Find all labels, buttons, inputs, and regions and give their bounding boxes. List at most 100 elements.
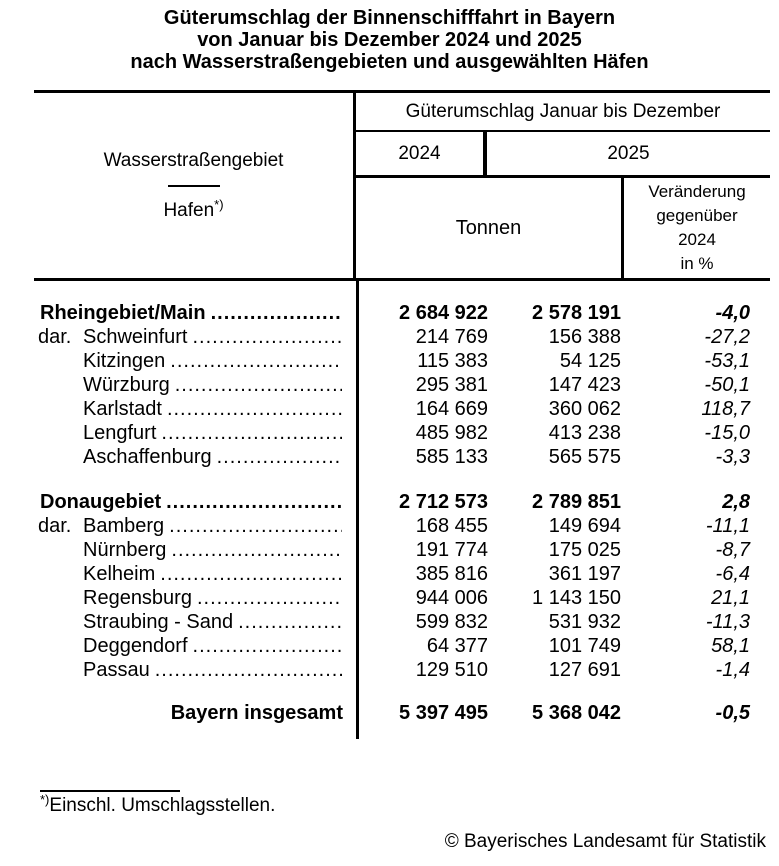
header-span-title: Güterumschlag Januar bis Dezember (356, 93, 770, 132)
leader-dots (193, 325, 343, 349)
value-2025: 5 368 042 (532, 702, 621, 724)
footnote-text: *)Einschl. Umschlagsstellen. (40, 792, 276, 816)
value-2025: 156 388 (548, 326, 621, 348)
table-row-kelheim: Kelheim 385 816 361 197 -6,4 (34, 562, 770, 586)
value-change: -6,4 (715, 563, 750, 585)
header-data-cells: Güterumschlag Januar bis Dezember 2024 2… (356, 93, 770, 278)
value-change: -0,5 (715, 702, 750, 724)
leader-dots (169, 514, 342, 538)
value-2024: 385 816 (415, 563, 488, 585)
leader-dots (193, 634, 342, 658)
table-row-nuernberg: Nürnberg 191 774 175 025 -8,7 (34, 538, 770, 562)
value-change: -11,1 (705, 515, 750, 537)
row-label: Regensburg (83, 587, 192, 609)
leader-dots (170, 349, 342, 373)
footnote-marker: *) (214, 196, 224, 212)
row-label: Aschaffenburg (83, 446, 212, 468)
leader-dots (167, 397, 342, 421)
table-row-rheingebiet-main: Rheingebiet/Main 2 684 922 2 578 191 -4,… (34, 301, 770, 325)
value-change: -27,2 (704, 326, 750, 348)
value-change: -4,0 (715, 302, 750, 324)
header-area-label: Wasserstraßengebiet (103, 149, 284, 171)
table-row-karlstadt: Karlstadt 164 669 360 062 118,7 (34, 397, 770, 421)
leader-dots (155, 658, 342, 682)
footnote: *)Einschl. Umschlagsstellen. (40, 790, 779, 817)
row-label: Donaugebiet (40, 491, 162, 513)
value-2024: 295 381 (415, 374, 488, 396)
value-change: -3,3 (715, 446, 750, 468)
row-label: Passau (83, 659, 150, 681)
value-change: 21,1 (711, 587, 750, 609)
row-label: Schweinfurt (83, 326, 188, 348)
table-body: Rheingebiet/Main 2 684 922 2 578 191 -4,… (34, 281, 770, 739)
value-2024: 191 774 (415, 539, 488, 561)
value-2025: 2 789 851 (532, 491, 621, 513)
value-2024: 214 769 (415, 326, 488, 348)
value-change: -15,0 (704, 422, 750, 444)
title-line-1: Güterumschlag der Binnenschifffahrt in B… (163, 7, 616, 29)
value-change: 58,1 (711, 635, 750, 657)
table-row-regensburg: Regensburg 944 006 1 143 150 21,1 (34, 586, 770, 610)
value-change: 2,8 (722, 491, 750, 513)
value-2025: 2 578 191 (532, 302, 621, 324)
row-label: Kitzingen (83, 350, 166, 372)
value-2025: 149 694 (548, 515, 621, 537)
header-unit-row: Tonnen Veränderung gegenüber 2024 in % (356, 178, 770, 278)
value-2024: 168 455 (415, 515, 488, 537)
value-2025: 360 062 (548, 398, 621, 420)
copyright-notice: © Bayerisches Landesamt für Statistik (444, 831, 766, 852)
leader-dots (197, 586, 342, 610)
value-2025: 361 197 (548, 563, 621, 585)
leader-dots (175, 373, 342, 397)
value-2025: 54 125 (559, 350, 621, 372)
table-row-bamberg: dar. Bamberg 168 455 149 694 -11,1 (34, 514, 770, 538)
table-row-straubing-sand: Straubing - Sand 599 832 531 932 -11,3 (34, 610, 770, 634)
value-2024: 129 510 (415, 659, 488, 681)
leader-dots (171, 538, 342, 562)
value-2024: 585 133 (415, 446, 488, 468)
value-2024: 2 684 922 (399, 302, 488, 324)
row-label: Bayern insgesamt (170, 702, 343, 724)
value-change: -1,4 (715, 659, 750, 681)
value-2024: 115 383 (417, 350, 488, 372)
page-title: Güterumschlag der Binnenschifffahrt in B… (0, 0, 779, 73)
row-label: Karlstadt (83, 398, 162, 420)
value-change: 118,7 (701, 398, 750, 420)
table-header: Wasserstraßengebiet Hafen*) Güterumschla… (34, 90, 770, 281)
value-change: -11,3 (705, 611, 750, 633)
row-label: Würzburg (83, 374, 170, 396)
header-year-2025: 2025 (607, 142, 650, 164)
row-label: Nürnberg (83, 539, 167, 561)
table-row-passau: Passau 129 510 127 691 -1,4 (34, 658, 770, 682)
table-row-deggendorf: Deggendorf 64 377 101 749 58,1 (34, 634, 770, 658)
value-2025: 413 238 (548, 422, 621, 444)
value-2024: 2 712 573 (399, 491, 488, 513)
value-2025: 147 423 (548, 374, 621, 396)
header-unit-label: Tonnen (356, 178, 624, 278)
value-2025: 101 749 (548, 635, 621, 657)
leader-dots (238, 610, 342, 634)
row-label: Lengfurt (83, 422, 157, 444)
table-row-kitzingen: Kitzingen 115 383 54 125 -53,1 (34, 349, 770, 373)
table-row-schweinfurt: dar. Schweinfurt 214 769 156 388 -27,2 (34, 325, 770, 349)
table-row-lengfurt: Lengfurt 485 982 413 238 -15,0 (34, 421, 770, 445)
value-2025: 175 025 (548, 539, 621, 561)
leader-dots (161, 421, 342, 445)
value-2024: 164 669 (415, 398, 488, 420)
value-2024: 599 832 (415, 611, 488, 633)
leader-dots (166, 490, 342, 514)
value-2024: 485 982 (415, 422, 488, 444)
row-label: Rheingebiet/Main (40, 302, 206, 324)
leader-dots (160, 562, 342, 586)
row-label: Kelheim (83, 563, 156, 585)
table-row-bayern-total: Bayern insgesamt 5 397 495 5 368 042 -0,… (34, 701, 770, 725)
leader-dots (217, 445, 342, 469)
value-2025: 1 143 150 (532, 587, 621, 609)
row-label: Straubing - Sand (83, 611, 234, 633)
value-2024: 64 377 (426, 635, 488, 657)
row-label: Deggendorf (83, 635, 188, 657)
header-separator-line (167, 184, 220, 187)
table-row-donaugebiet: Donaugebiet 2 712 573 2 789 851 2,8 (34, 490, 770, 514)
row-label: Bamberg (83, 515, 165, 537)
dar-label: dar. (38, 515, 72, 537)
